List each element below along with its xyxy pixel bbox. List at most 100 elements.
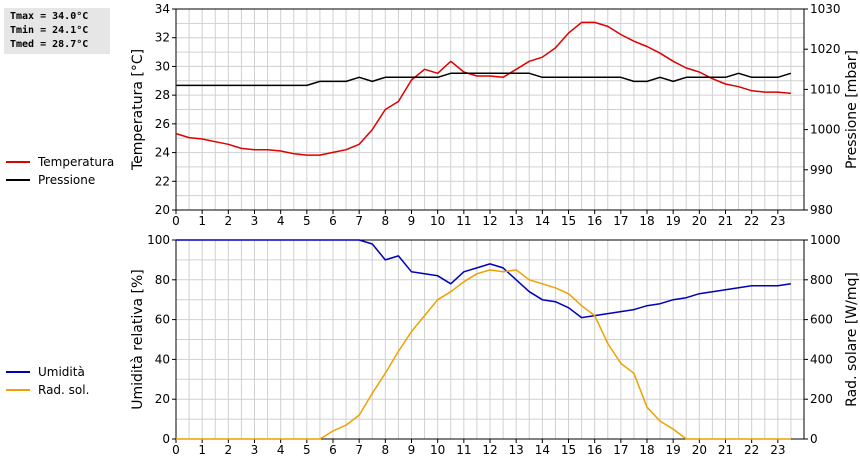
x-tick-label: 21: [718, 443, 733, 457]
x-tick-label: 17: [613, 443, 628, 457]
y-tick-label: 22: [155, 174, 170, 188]
series-line-pressione: [176, 72, 792, 87]
x-tick-label: 1: [198, 443, 206, 457]
x-tick-label: 1: [198, 214, 206, 228]
y-tick-label: 32: [155, 31, 170, 45]
x-tick-label: 4: [277, 214, 285, 228]
legend-item-umidita: Umidità: [6, 363, 89, 381]
x-tick-label: 17: [613, 214, 628, 228]
y-tick-label: 80: [155, 273, 170, 287]
x-tick-label: 5: [303, 443, 311, 457]
x-tick-label: 22: [744, 214, 759, 228]
legend-swatch-pressione: [6, 179, 30, 181]
y-axis-title: Umidità relativa [%]: [130, 269, 146, 410]
x-tick-label: 11: [456, 443, 471, 457]
x-tick-label: 0: [172, 214, 180, 228]
y2-tick-label: 1020: [810, 42, 841, 56]
y-tick-label: 100: [147, 233, 170, 247]
y-tick-label: 26: [155, 117, 170, 131]
x-tick-label: 23: [770, 214, 785, 228]
y2-tick-label: 990: [810, 163, 833, 177]
y2-tick-label: 1000: [810, 123, 841, 137]
x-tick-label: 16: [587, 214, 602, 228]
y2-tick-label: 400: [810, 352, 833, 366]
y-tick-label: 0: [162, 432, 170, 446]
series-line-rad-sol: [176, 269, 791, 440]
x-tick-label: 7: [355, 443, 363, 457]
x-tick-label: 14: [535, 214, 550, 228]
x-tick-label: 13: [509, 443, 524, 457]
y2-tick-label: 1030: [810, 2, 841, 16]
y-tick-label: 20: [155, 392, 170, 406]
y2-tick-label: 200: [810, 392, 833, 406]
x-tick-label: 15: [561, 443, 576, 457]
x-tick-label: 20: [692, 443, 707, 457]
y2-tick-label: 600: [810, 313, 833, 327]
y2-tick-label: 980: [810, 203, 833, 217]
x-tick-label: 6: [329, 443, 337, 457]
legend-label-pressione: Pressione: [38, 173, 96, 187]
x-tick-label: 6: [329, 214, 337, 228]
x-tick-label: 13: [509, 214, 524, 228]
x-tick-label: 7: [355, 214, 363, 228]
y-tick-label: 28: [155, 88, 170, 102]
tmed-text: Tmed = 28.7°C: [10, 39, 89, 50]
y-axis-title: Temperatura [°C]: [130, 49, 146, 171]
stats-box: Tmax = 34.0°C Tmin = 24.1°C Tmed = 28.7°…: [4, 8, 110, 54]
legend-swatch-radiazione: [6, 389, 30, 391]
y2-tick-label: 0: [810, 432, 818, 446]
y2-axis-title: Rad. solare [W/mq]: [844, 272, 860, 407]
series-line-temperatura: [175, 21, 791, 156]
x-tick-label: 4: [277, 443, 285, 457]
y-tick-label: 24: [155, 146, 170, 160]
x-tick-label: 9: [408, 214, 416, 228]
x-tick-label: 19: [666, 214, 681, 228]
legend-label-temperatura: Temperatura: [38, 155, 115, 169]
x-tick-label: 8: [382, 214, 390, 228]
x-tick-label: 23: [770, 443, 785, 457]
y-tick-label: 40: [155, 352, 170, 366]
y-tick-label: 30: [155, 59, 170, 73]
x-tick-label: 19: [666, 443, 681, 457]
x-tick-label: 14: [535, 443, 550, 457]
x-tick-label: 10: [430, 443, 445, 457]
x-tick-label: 18: [639, 443, 654, 457]
x-tick-label: 2: [225, 214, 233, 228]
x-tick-label: 3: [251, 443, 259, 457]
x-tick-label: 0: [172, 443, 180, 457]
x-tick-label: 15: [561, 214, 576, 228]
series-line-umidit: [176, 239, 792, 319]
x-tick-label: 10: [430, 214, 445, 228]
x-tick-label: 21: [718, 214, 733, 228]
legend-top: Temperatura Pressione: [6, 153, 114, 189]
x-tick-label: 2: [225, 443, 233, 457]
legend-item-temperatura: Temperatura: [6, 153, 114, 171]
x-tick-label: 16: [587, 443, 602, 457]
legend-swatch-temperatura: [6, 161, 30, 163]
y2-tick-label: 1010: [810, 82, 841, 96]
x-tick-label: 9: [408, 443, 416, 457]
x-tick-label: 22: [744, 443, 759, 457]
legend-label-radiazione: Rad. sol.: [38, 383, 90, 397]
x-tick-label: 8: [382, 443, 390, 457]
x-tick-label: 20: [692, 214, 707, 228]
y-tick-label: 34: [155, 2, 170, 16]
x-tick-label: 3: [251, 214, 259, 228]
x-tick-label: 5: [303, 214, 311, 228]
chart-panel-bottom: 0 1 2 3 4 5 6 7 8 9 10 11 12 13 14 15 16 17 18 19 20 21 22 2302…: [130, 233, 860, 457]
x-tick-label: 12: [482, 214, 497, 228]
legend-item-radiazione: Rad. sol.: [6, 381, 89, 399]
x-tick-label: 12: [482, 443, 497, 457]
legend-item-pressione: Pressione: [6, 171, 114, 189]
x-tick-label: 11: [456, 214, 471, 228]
legend-swatch-umidita: [6, 371, 30, 373]
y-tick-label: 60: [155, 313, 170, 327]
legend-bottom: Umidità Rad. sol.: [6, 363, 89, 399]
y2-axis-title: Pressione [mbar]: [844, 50, 860, 169]
y-tick-label: 20: [155, 203, 170, 217]
y2-tick-label: 800: [810, 273, 833, 287]
y2-tick-label: 1000: [810, 233, 841, 247]
chart-panel-top: 0 1 2 3 4 5 6 7 8 9 10 11 12 13 14 15 16 17 18 19 20 21 22 2320…: [130, 2, 860, 228]
tmax-text: Tmax = 34.0°C: [10, 11, 89, 22]
